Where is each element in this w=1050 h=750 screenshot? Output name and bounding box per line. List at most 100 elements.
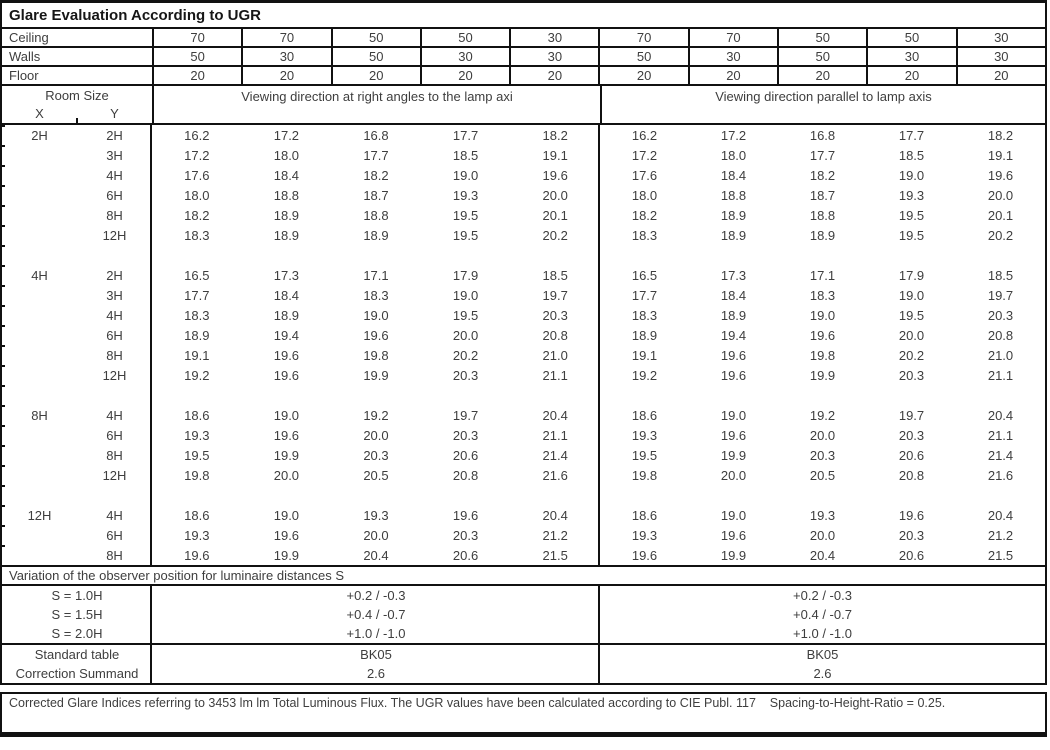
ugr-value: 20.5 bbox=[363, 467, 389, 483]
surface-value: 50 bbox=[419, 29, 509, 46]
ugr-value: 19.5 bbox=[898, 307, 925, 323]
ugr-value: 16.2 bbox=[631, 127, 658, 143]
ugr-value: 18.9 bbox=[809, 227, 836, 243]
ugr-value: 20.1 bbox=[542, 207, 568, 223]
ugr-value: 19.6 bbox=[987, 167, 1014, 183]
ugr-value: 18.0 bbox=[184, 187, 210, 203]
ugr-value: 20.4 bbox=[987, 407, 1014, 423]
values-right-angles: 18.6 19.0 19.2 19.7 20.4 bbox=[152, 408, 600, 423]
room-size-header: Room Size X Y bbox=[2, 86, 152, 123]
ugr-value: 18.0 bbox=[273, 147, 300, 163]
ugr-value: 18.7 bbox=[363, 187, 389, 203]
surface-value: 20 bbox=[777, 67, 866, 84]
summary-value-right: BK05 bbox=[806, 647, 839, 662]
ugr-value: 19.3 bbox=[184, 527, 210, 543]
surface-label: Floor bbox=[9, 68, 39, 83]
ugr-value: 20.8 bbox=[898, 467, 925, 483]
ugr-value: 18.2 bbox=[184, 207, 210, 223]
variation-value-left: +1.0 / -1.0 bbox=[346, 626, 406, 641]
ugr-row: 6H 19.3 19.6 20.0 20.3 21.2 19.3 19.6 20.0 20.3 21… bbox=[2, 525, 1045, 545]
ugr-value: 20.0 bbox=[452, 327, 479, 343]
ugr-value: 20.3 bbox=[452, 527, 479, 543]
ugr-value: 19.3 bbox=[631, 527, 658, 543]
values-parallel: 16.5 17.3 17.1 17.9 18.5 bbox=[600, 268, 1045, 283]
ugr-value: 20.0 bbox=[720, 467, 747, 483]
ugr-value: 20.3 bbox=[898, 527, 925, 543]
room-y-label: 6H bbox=[106, 187, 123, 203]
variation-value-left: +0.2 / -0.3 bbox=[346, 588, 406, 603]
ugr-value: 18.5 bbox=[452, 147, 479, 163]
ugr-value: 17.9 bbox=[898, 267, 925, 283]
divider-line bbox=[150, 586, 152, 643]
values-right-angles: 19.5 19.9 20.3 20.6 21.4 bbox=[152, 448, 600, 463]
ugr-value: 18.9 bbox=[720, 227, 747, 243]
ugr-value: 19.5 bbox=[898, 207, 925, 223]
values-right-angles: 19.8 20.0 20.5 20.8 21.6 bbox=[152, 468, 600, 483]
ugr-value: 20.6 bbox=[898, 547, 925, 563]
ugr-value: 19.4 bbox=[720, 327, 747, 343]
ugr-row: 12H 19.8 20.0 20.5 20.8 21.6 19.8 20.0 20.5 20.8 2… bbox=[2, 465, 1045, 485]
values-right-angles: 19.6 19.9 20.4 20.6 21.5 bbox=[152, 548, 600, 563]
values-parallel: 19.3 19.6 20.0 20.3 21.1 bbox=[600, 428, 1045, 443]
ugr-value: 19.0 bbox=[452, 167, 479, 183]
ugr-value: 19.6 bbox=[452, 507, 479, 523]
surface-value: 70 bbox=[241, 29, 330, 46]
ugr-value: 20.4 bbox=[542, 507, 568, 523]
room-x-label: 12H bbox=[27, 507, 52, 523]
surface-label: Ceiling bbox=[9, 30, 49, 45]
summary-value-left: 2.6 bbox=[366, 666, 386, 681]
values-parallel: 18.3 18.9 19.0 19.5 20.3 bbox=[600, 308, 1045, 323]
ugr-value: 19.5 bbox=[452, 307, 479, 323]
ugr-value: 20.0 bbox=[363, 427, 389, 443]
ugr-value: 20.5 bbox=[809, 467, 836, 483]
ugr-value: 19.3 bbox=[631, 427, 658, 443]
ugr-value: 19.0 bbox=[898, 167, 925, 183]
variation-heading: Variation of the observer position for l… bbox=[2, 567, 1045, 586]
ugr-row: 8H 18.2 18.9 18.8 19.5 20.1 18.2 18.9 18.8 19.5 20… bbox=[2, 205, 1045, 225]
surface-value: 50 bbox=[777, 29, 866, 46]
ugr-value: 18.8 bbox=[273, 187, 300, 203]
ugr-value: 20.4 bbox=[363, 547, 389, 563]
summary-rows: Standard table BK05 BK05 Correction Summand… bbox=[2, 645, 1045, 683]
ugr-value: 21.6 bbox=[987, 467, 1014, 483]
ugr-value: 20.3 bbox=[542, 307, 568, 323]
surface-value: 30 bbox=[509, 29, 598, 46]
divider-line bbox=[598, 645, 600, 683]
ugr-row: 12H 19.2 19.6 19.9 20.3 21.1 19.2 19.6 19.9 20.3 2… bbox=[2, 365, 1045, 385]
values-right-angles: 16.5 17.3 17.1 17.9 18.5 bbox=[152, 268, 600, 283]
ugr-value: 19.6 bbox=[363, 327, 389, 343]
ugr-row: 8H 19.6 19.9 20.4 20.6 21.5 19.6 19.9 20.4 20.6 21… bbox=[2, 545, 1045, 565]
ugr-value: 19.1 bbox=[631, 347, 658, 363]
ugr-value: 18.5 bbox=[542, 267, 568, 283]
ugr-value: 18.2 bbox=[631, 207, 658, 223]
ugr-row: 6H 19.3 19.6 20.0 20.3 21.1 19.3 19.6 20.0 20.3 21… bbox=[2, 425, 1045, 445]
ugr-value: 17.3 bbox=[273, 267, 300, 283]
ugr-value: 17.6 bbox=[184, 167, 210, 183]
ugr-value: 20.2 bbox=[898, 347, 925, 363]
values-right-angles: 17.7 18.4 18.3 19.0 19.7 bbox=[152, 288, 600, 303]
room-x-label: 8H bbox=[31, 407, 48, 423]
ugr-value: 17.2 bbox=[720, 127, 747, 143]
ugr-value: 21.5 bbox=[987, 547, 1014, 563]
values-right-angles: 18.3 18.9 19.0 19.5 20.3 bbox=[152, 308, 600, 323]
values-parallel: 19.8 20.0 20.5 20.8 21.6 bbox=[600, 468, 1045, 483]
values-parallel: 16.2 17.2 16.8 17.7 18.2 bbox=[600, 128, 1045, 143]
variation-label: S = 2.0H bbox=[51, 626, 103, 641]
surface-reflectance-rows: Ceiling 70 70 50 50 30 70 70 50 50 30 Walls 50 30 50 30… bbox=[2, 29, 1045, 86]
variation-rows: S = 1.0H +0.2 / -0.3 +0.2 / -0.3 S = 1.5H +0… bbox=[2, 586, 1045, 645]
ugr-value: 17.7 bbox=[363, 147, 389, 163]
ugr-value: 19.0 bbox=[273, 407, 300, 423]
ugr-value: 18.9 bbox=[631, 327, 658, 343]
column-header-band: Room Size X Y Viewing direction at right… bbox=[2, 86, 1045, 125]
ugr-value: 19.6 bbox=[720, 347, 747, 363]
ugr-value: 18.2 bbox=[809, 167, 836, 183]
ugr-value: 19.6 bbox=[273, 427, 300, 443]
room-y-label: 12H bbox=[102, 367, 127, 383]
values-right-angles: 19.3 19.6 20.0 20.3 21.2 bbox=[152, 528, 600, 543]
ugr-value: 19.9 bbox=[720, 447, 747, 463]
ugr-value: 19.6 bbox=[273, 347, 300, 363]
ugr-value: 18.6 bbox=[184, 507, 210, 523]
ugr-row: 2H 2H 16.2 17.2 16.8 17.7 18.2 16.2 17.2 16.8 17.7… bbox=[2, 125, 1045, 145]
ugr-value: 19.2 bbox=[809, 407, 836, 423]
values-parallel: 17.2 18.0 17.7 18.5 19.1 bbox=[600, 148, 1045, 163]
